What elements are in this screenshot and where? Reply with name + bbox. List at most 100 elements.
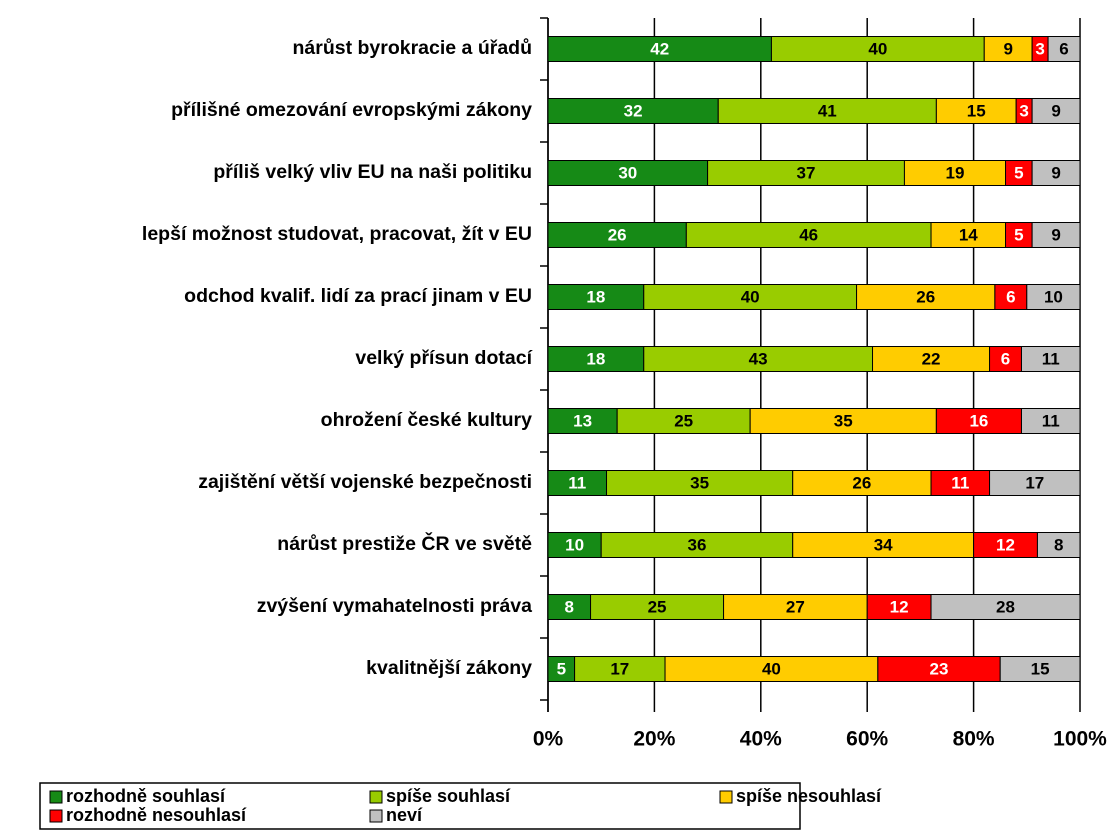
value-label: 18 — [586, 287, 605, 306]
bar-segment — [935, 408, 1022, 434]
bar-segment — [1020, 408, 1081, 434]
value-label: 8 — [1054, 535, 1063, 554]
bar-segment — [1005, 160, 1033, 186]
value-label: 34 — [874, 535, 893, 554]
bar-segment — [1031, 160, 1081, 186]
value-label: 35 — [834, 411, 853, 430]
value-label: 23 — [930, 659, 949, 678]
legend-label: neví — [386, 805, 423, 825]
bar-segment — [872, 346, 991, 372]
value-label: 30 — [618, 163, 637, 182]
bar-segment — [664, 656, 879, 682]
value-label: 41 — [818, 101, 837, 120]
value-label: 9 — [1051, 101, 1060, 120]
bar-segment — [547, 470, 608, 496]
value-label: 8 — [565, 597, 574, 616]
value-label: 12 — [890, 597, 909, 616]
bar-segment — [935, 98, 1017, 124]
bar-segment — [770, 36, 985, 62]
value-label: 32 — [624, 101, 643, 120]
legend-swatch — [719, 790, 733, 804]
value-label: 27 — [786, 597, 805, 616]
x-tick-label: 20% — [633, 728, 675, 751]
bar-segment — [1026, 284, 1081, 310]
bar-segment — [717, 98, 937, 124]
value-label: 11 — [568, 473, 586, 492]
value-label: 25 — [648, 597, 667, 616]
value-label: 16 — [969, 411, 988, 430]
value-label: 26 — [852, 473, 871, 492]
bar-segment — [989, 346, 1022, 372]
legend-label: spíše nesouhlasí — [736, 786, 882, 806]
value-label: 43 — [749, 349, 768, 368]
legend-swatch — [369, 809, 383, 823]
bar-segment — [866, 594, 932, 620]
x-tick-label: 100% — [1053, 728, 1107, 751]
bar-segment — [707, 160, 905, 186]
bar-segment — [1047, 36, 1081, 62]
value-label: 9 — [1003, 39, 1012, 58]
bar-segment — [973, 532, 1038, 558]
value-label: 17 — [610, 659, 629, 678]
bar-segment — [930, 470, 991, 496]
legend-label: spíše souhlasí — [386, 786, 511, 806]
value-label: 10 — [565, 535, 584, 554]
category-label: zajištění větší vojenské bezpečnosti — [198, 471, 532, 493]
value-label: 22 — [922, 349, 941, 368]
value-label: 40 — [868, 39, 887, 58]
bar-segment — [723, 594, 868, 620]
category-label: lepší možnost studovat, pracovat, žít v … — [142, 223, 532, 245]
bar-segment — [1020, 346, 1081, 372]
bar-segment — [1005, 222, 1033, 248]
bar-segment — [547, 222, 687, 248]
value-label: 6 — [1001, 349, 1010, 368]
x-tick-label: 80% — [953, 728, 995, 751]
bar-segment — [983, 36, 1033, 62]
bar-segment — [643, 346, 874, 372]
value-label: 42 — [650, 39, 669, 58]
bar-segment — [1036, 532, 1081, 558]
bar-segment — [600, 532, 794, 558]
value-label: 10 — [1044, 287, 1063, 306]
value-label: 35 — [690, 473, 709, 492]
legend-label: rozhodně souhlasí — [66, 786, 226, 806]
value-label: 6 — [1006, 287, 1015, 306]
bar-segment — [989, 470, 1081, 496]
value-label: 11 — [1042, 411, 1060, 430]
bar-segment — [999, 656, 1081, 682]
value-label: 9 — [1051, 163, 1060, 182]
value-label: 14 — [959, 225, 978, 244]
bar-segment — [792, 532, 975, 558]
value-label: 11 — [1042, 349, 1060, 368]
value-label: 12 — [996, 535, 1015, 554]
category-label: zvýšení vymahatelnosti práva — [257, 595, 532, 617]
x-tick-label: 60% — [846, 728, 888, 751]
category-label: přílišné omezování evropskými zákony — [171, 99, 532, 121]
value-label: 9 — [1051, 225, 1060, 244]
bar-segment — [994, 284, 1028, 310]
category-label: odchod kvalif. lidí za prací jinam v EU — [184, 285, 532, 307]
legend-label: rozhodně nesouhlasí — [66, 805, 247, 825]
bar-segment — [930, 222, 1007, 248]
category-label: nárůst byrokracie a úřadů — [292, 37, 532, 59]
bar-segment — [574, 656, 666, 682]
bar-segment — [930, 594, 1081, 620]
bar-segment — [547, 408, 618, 434]
bar-segment — [547, 160, 709, 186]
value-label: 40 — [741, 287, 760, 306]
bar-segment — [1031, 98, 1081, 124]
value-label: 28 — [996, 597, 1015, 616]
value-label: 3 — [1019, 101, 1028, 120]
bar-segment — [547, 98, 719, 124]
value-label: 5 — [557, 659, 566, 678]
bar-segment — [792, 470, 932, 496]
value-label: 36 — [687, 535, 706, 554]
bar-segment — [749, 408, 937, 434]
value-label: 26 — [608, 225, 627, 244]
category-label: kvalitnější zákony — [366, 657, 532, 679]
value-label: 5 — [1014, 225, 1023, 244]
value-label: 11 — [951, 473, 969, 492]
category-label: velký přísun dotací — [355, 347, 532, 369]
legend-swatch — [369, 790, 383, 804]
